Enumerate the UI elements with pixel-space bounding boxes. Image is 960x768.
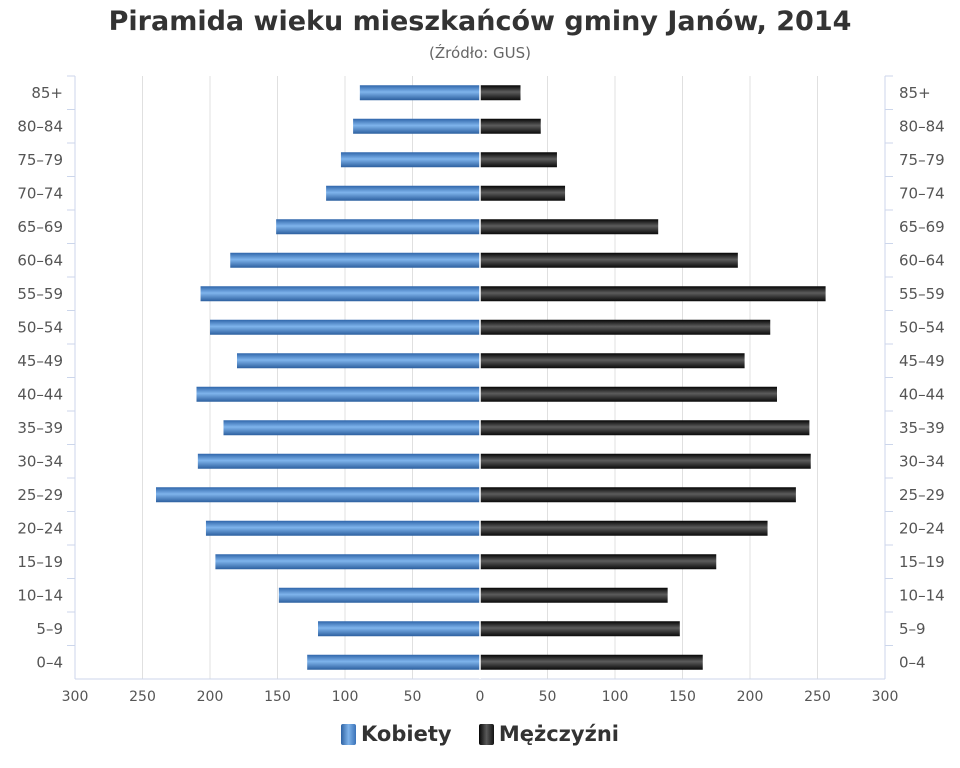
y-label-right: 55–59 (899, 285, 945, 303)
y-label-right: 65–69 (899, 218, 945, 236)
legend-label-women: Kobiety (361, 722, 452, 746)
bar-men (480, 118, 541, 134)
bar-women (205, 520, 480, 536)
bar-women (196, 386, 480, 402)
y-label-left: 75–79 (17, 151, 63, 169)
chart-subtitle: (Źródło: GUS) (429, 44, 531, 62)
bar-men (480, 520, 768, 536)
y-label-left: 0–4 (36, 653, 63, 671)
y-label-right: 30–34 (899, 452, 945, 470)
bar-men (480, 286, 826, 302)
y-label-left: 55–59 (17, 285, 63, 303)
bar-women (200, 286, 481, 302)
y-label-left: 25–29 (17, 486, 63, 504)
x-tick-label: 200 (737, 689, 764, 705)
bar-women (278, 587, 480, 603)
y-label-right: 80–84 (899, 117, 945, 135)
legend-swatch-men (478, 723, 494, 745)
bar-women (276, 219, 480, 235)
y-label-right: 35–39 (899, 419, 945, 437)
y-label-right: 85+ (899, 84, 931, 102)
y-label-left: 10–14 (17, 586, 63, 604)
x-tick-label: 200 (197, 689, 224, 705)
y-label-left: 20–24 (17, 519, 63, 537)
bar-men (480, 554, 717, 570)
legend-item-men[interactable]: Mężczyźni (478, 722, 619, 746)
y-label-right: 60–64 (899, 251, 945, 269)
bar-women (223, 420, 480, 436)
y-label-right: 75–79 (899, 151, 945, 169)
bar-men (480, 319, 771, 335)
x-tick-label: 50 (539, 689, 557, 705)
legend-swatch-women (341, 723, 357, 745)
y-label-right: 50–54 (899, 318, 945, 336)
y-label-left: 15–19 (17, 553, 63, 571)
y-label-left: 80–84 (17, 117, 63, 135)
legend-item-women[interactable]: Kobiety (341, 722, 452, 746)
bar-men (480, 85, 521, 101)
bar-women (318, 621, 480, 637)
bar-men (480, 453, 811, 469)
y-label-left: 45–49 (17, 352, 63, 370)
bar-men (480, 386, 777, 402)
y-label-right: 5–9 (899, 620, 926, 638)
population-pyramid-chart: 300 250 200 150 100 50 0 50 100 150 200 250 300 0–4 0–… (17, 75, 945, 705)
bar-men (480, 654, 703, 670)
bar-women (340, 152, 480, 168)
y-label-left: 60–64 (17, 251, 63, 269)
y-label-right: 70–74 (899, 184, 945, 202)
y-label-right: 40–44 (899, 385, 945, 403)
bar-women (326, 185, 480, 201)
y-label-left: 85+ (31, 84, 63, 102)
bar-women (197, 453, 480, 469)
x-tick-label: 250 (804, 689, 831, 705)
bar-men (480, 420, 810, 436)
bar-men (480, 152, 557, 168)
chart-legend: Kobiety Mężczyźni (0, 722, 960, 750)
y-label-right: 10–14 (899, 586, 945, 604)
bar-men (480, 353, 745, 369)
bar-women (237, 353, 480, 369)
bar-men (480, 587, 668, 603)
bar-men (480, 252, 738, 268)
y-label-left: 40–44 (17, 385, 63, 403)
y-label-left: 65–69 (17, 218, 63, 236)
bar-women (230, 252, 480, 268)
x-tick-label: 50 (404, 689, 422, 705)
chart-title: Piramida wieku mieszkańców gminy Janów, … (108, 6, 852, 37)
y-label-left: 5–9 (36, 620, 63, 638)
x-tick-label: 300 (872, 689, 899, 705)
bar-men (480, 621, 680, 637)
bar-women (156, 487, 480, 503)
y-label-left: 30–34 (17, 452, 63, 470)
x-tick-label: 150 (669, 689, 696, 705)
bar-men (480, 219, 659, 235)
x-tick-label: 250 (129, 689, 156, 705)
x-tick-label: 300 (62, 689, 89, 705)
y-label-right: 45–49 (899, 352, 945, 370)
y-label-left: 70–74 (17, 184, 63, 202)
bar-men (480, 185, 566, 201)
x-tick-label: 150 (264, 689, 291, 705)
y-label-right: 25–29 (899, 486, 945, 504)
y-label-right: 0–4 (899, 653, 926, 671)
y-label-left: 50–54 (17, 318, 63, 336)
x-tick-label: 100 (602, 689, 629, 705)
bar-women (210, 319, 480, 335)
bar-women (359, 85, 480, 101)
y-label-right: 20–24 (899, 519, 945, 537)
x-tick-label: 0 (476, 689, 485, 705)
bar-women (215, 554, 480, 570)
bar-men (480, 487, 796, 503)
legend-label-men: Mężczyźni (498, 722, 619, 746)
y-label-right: 15–19 (899, 553, 945, 571)
bar-women (307, 654, 480, 670)
y-label-left: 35–39 (17, 419, 63, 437)
bar-women (353, 118, 480, 134)
x-tick-label: 100 (332, 689, 359, 705)
